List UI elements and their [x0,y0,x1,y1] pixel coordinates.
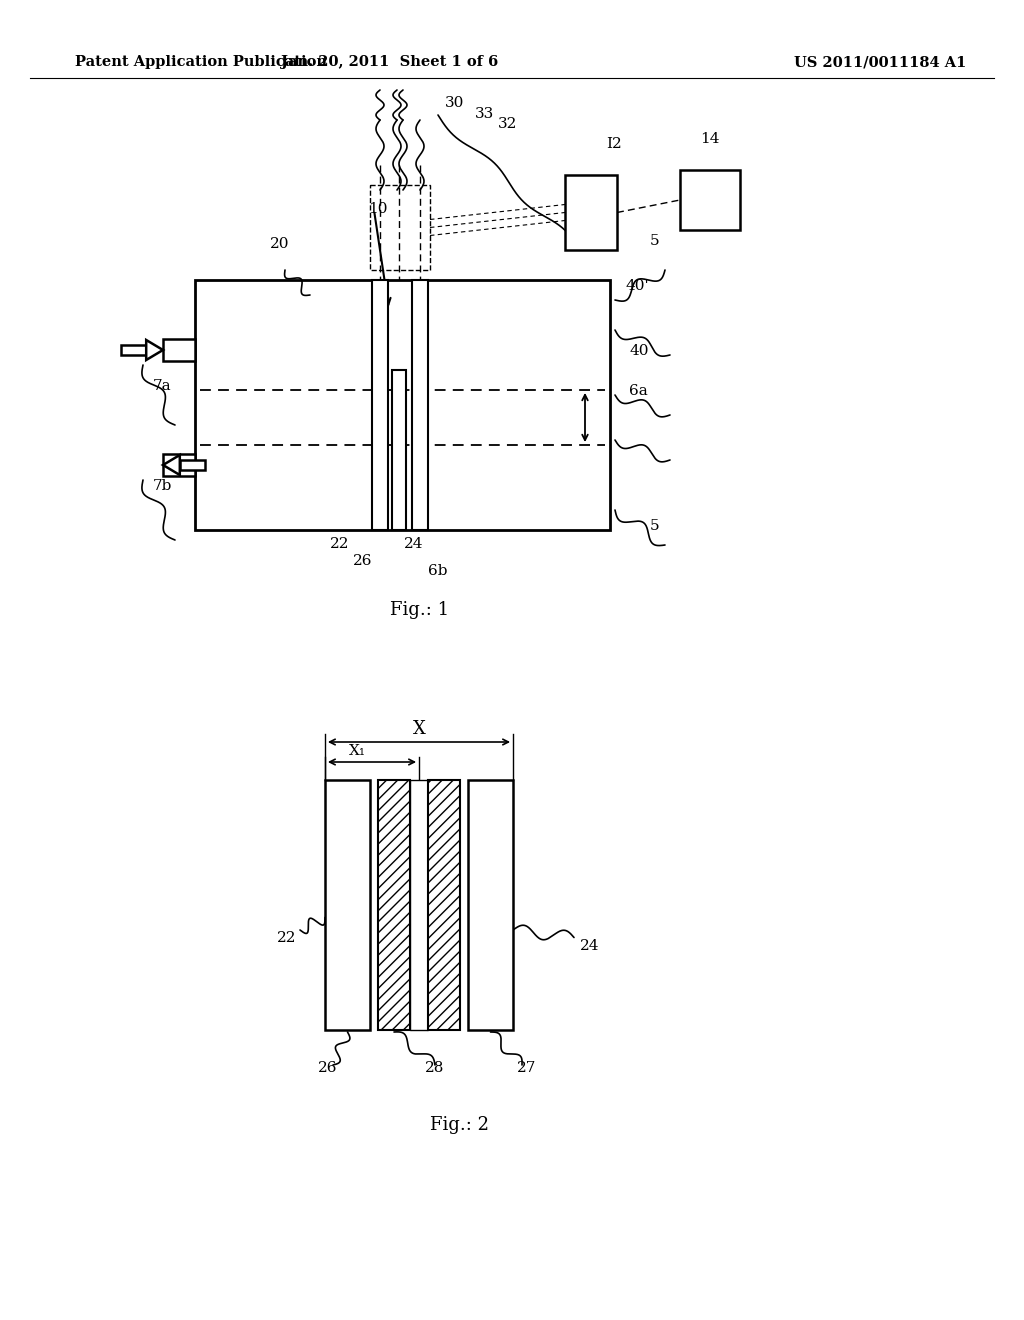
Polygon shape [146,341,163,360]
Text: 22: 22 [331,537,350,550]
Text: X: X [413,719,425,738]
Bar [195,280,610,531]
Text: 40': 40' [625,279,648,293]
Text: I2: I2 [606,137,622,150]
Polygon shape [163,455,180,475]
Text: 26: 26 [353,554,373,568]
Text: 28: 28 [425,1061,444,1074]
Text: 32: 32 [498,117,517,131]
Text: 22: 22 [278,932,297,945]
Bar [372,280,388,531]
Text: 6a: 6a [629,384,648,399]
Bar [680,170,740,230]
Text: 5: 5 [650,519,659,533]
Bar [370,185,430,271]
Text: 26: 26 [318,1061,338,1074]
Text: 27: 27 [517,1061,537,1074]
Bar [163,339,195,360]
Bar [180,459,205,470]
Text: Jan. 20, 2011  Sheet 1 of 6: Jan. 20, 2011 Sheet 1 of 6 [282,55,499,69]
Text: Patent Application Publication: Patent Application Publication [75,55,327,69]
Bar [428,780,460,1030]
Text: US 2011/0011184 A1: US 2011/0011184 A1 [794,55,967,69]
Text: 24: 24 [404,537,424,550]
Bar [121,345,146,355]
Bar [412,280,428,531]
Text: 7a: 7a [153,379,172,393]
Bar [163,454,195,477]
Text: 5: 5 [650,234,659,248]
Text: 14: 14 [700,132,720,147]
Text: 10: 10 [368,202,387,216]
Text: 20: 20 [270,238,290,251]
Text: Fig.: 1: Fig.: 1 [390,601,450,619]
Bar [468,780,513,1030]
Text: 30: 30 [445,96,464,110]
Bar [378,780,410,1030]
Text: 7b: 7b [153,479,172,492]
Text: Fig.: 2: Fig.: 2 [430,1115,489,1134]
Text: 33: 33 [475,107,495,121]
Bar [565,176,617,249]
Text: 24: 24 [580,939,599,953]
Text: 40: 40 [630,345,649,358]
Text: X₁: X₁ [349,744,367,758]
Text: 6b: 6b [428,564,447,578]
Bar [410,780,428,1030]
Bar [392,370,406,531]
Bar [325,780,370,1030]
